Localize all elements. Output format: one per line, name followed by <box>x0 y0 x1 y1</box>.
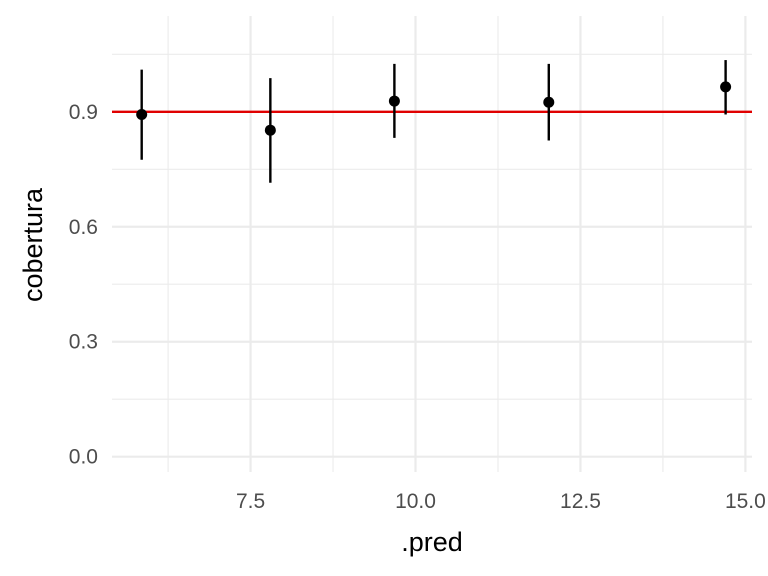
data-point <box>543 96 555 108</box>
y-tick-label: 0.0 <box>69 446 98 469</box>
data-point <box>388 95 400 107</box>
data-point <box>720 81 732 93</box>
x-tick-label: 10.0 <box>395 490 436 513</box>
data-points <box>136 81 732 136</box>
data-point <box>264 124 276 136</box>
y-tick-label: 0.6 <box>69 216 98 239</box>
x-axis-title: .pred <box>401 527 463 557</box>
x-tick-label: 15.0 <box>725 490 766 513</box>
x-tick-label: 7.5 <box>236 490 265 513</box>
major-gridlines <box>112 16 752 472</box>
x-tick-labels: 7.5 10.0 12.5 15.0 <box>236 490 766 513</box>
y-tick-label: 0.3 <box>69 331 98 354</box>
y-tick-label: 0.9 <box>69 101 98 124</box>
minor-gridlines <box>112 16 752 472</box>
y-axis-title: cobertura <box>18 187 48 302</box>
data-point <box>136 108 148 120</box>
x-tick-label: 12.5 <box>560 490 601 513</box>
y-tick-labels: 0.0 0.3 0.6 0.9 <box>69 101 98 469</box>
error-bars <box>140 60 727 183</box>
